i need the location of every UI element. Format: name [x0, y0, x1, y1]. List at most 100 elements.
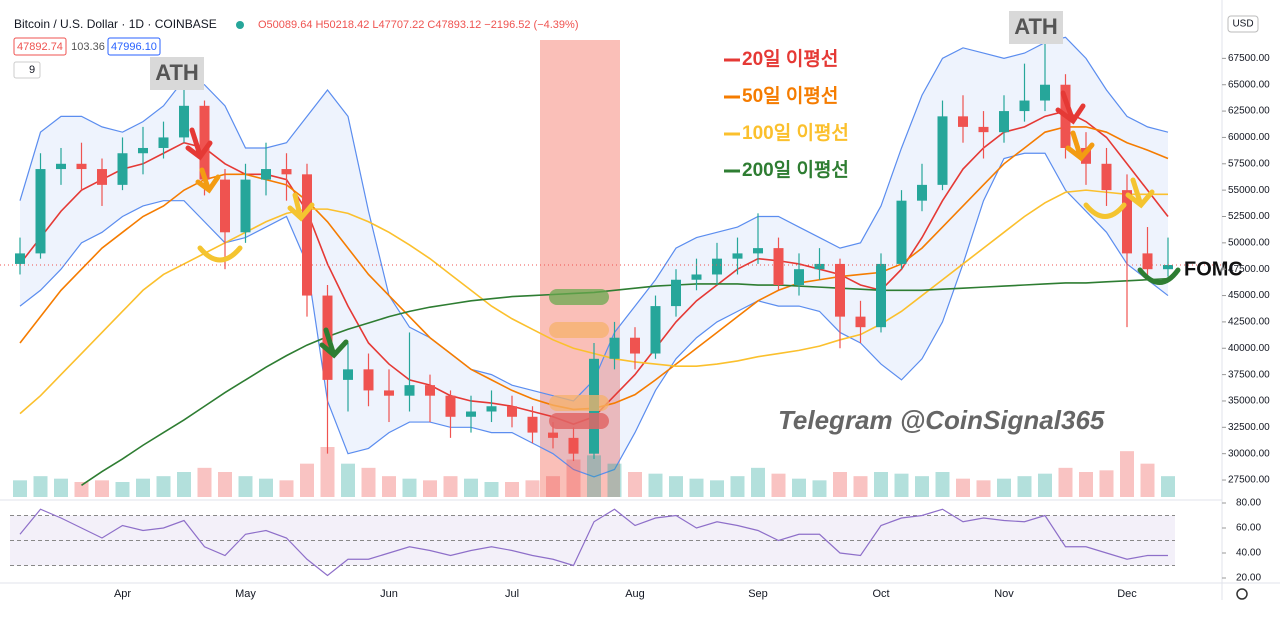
volume-bar: [792, 478, 806, 497]
candle-body: [35, 169, 46, 254]
volume-bar: [1038, 473, 1052, 497]
x-tick-label: May: [235, 588, 256, 600]
ath-label: ATH: [1014, 14, 1058, 39]
candle-body: [876, 263, 886, 328]
volume-bar: [1161, 476, 1175, 497]
rsi-tick-label: 80.00: [1236, 498, 1261, 509]
ma-line: [81, 277, 1169, 486]
candle-body: [261, 169, 271, 180]
candle-body: [1122, 190, 1132, 254]
y-tick-label: 65000.00: [1228, 79, 1270, 90]
candle-body: [917, 184, 927, 201]
candle-body: [220, 179, 230, 233]
x-tick-label: Oct: [872, 588, 889, 600]
volume-bar: [443, 476, 458, 497]
watermark: Telegram @CoinSignal365: [778, 405, 1105, 435]
ohlc: O50089.64 H50218.42 L47707.22 C47893.12 …: [258, 19, 579, 31]
candle-body: [958, 116, 968, 127]
volume-bar: [812, 480, 827, 497]
x-tick-label: Jun: [380, 588, 398, 600]
zone-pill: [549, 322, 609, 338]
smile-arc: [1083, 202, 1127, 219]
candle-body: [937, 116, 948, 185]
legend-label: 20일 이평선: [742, 48, 838, 70]
volume-bar: [300, 463, 314, 497]
candle-body: [363, 369, 374, 391]
ath-box: [150, 57, 204, 90]
interval[interactable]: 9: [29, 64, 35, 76]
arrow: [195, 167, 221, 194]
candle-body: [445, 395, 456, 417]
volume-bar: [648, 473, 663, 497]
bid-box: [13, 37, 67, 56]
legend-label: 50일 이평선: [742, 85, 838, 107]
volume-bar: [382, 476, 396, 497]
volume-bar: [423, 480, 437, 497]
x-tick-label: Sep: [748, 588, 768, 600]
fomc-label: FOMC: [1184, 258, 1243, 280]
ask-box: [107, 37, 161, 56]
volume-bar: [710, 480, 724, 497]
gear-icon[interactable]: [1236, 588, 1248, 600]
volume-bar: [341, 463, 355, 497]
volume-bar: [74, 482, 89, 497]
candle-body: [978, 126, 989, 133]
y-tick-label: 57500.00: [1228, 158, 1270, 169]
interval-box[interactable]: [13, 61, 41, 79]
volume-bar: [976, 480, 991, 497]
volume-bar: [464, 478, 478, 497]
volume-bar: [628, 472, 642, 497]
volume-bar: [669, 476, 683, 497]
candle-body: [281, 169, 292, 175]
candle-body: [896, 200, 907, 264]
ask: 47996.10: [111, 41, 157, 53]
y-tick-label: 62500.00: [1228, 106, 1270, 117]
volume-bar: [361, 467, 376, 497]
candle-body: [1019, 100, 1030, 112]
candle-body: [814, 263, 825, 270]
candle-body: [855, 316, 866, 328]
volume-bar: [730, 476, 745, 497]
volume-bar: [402, 478, 417, 497]
y-tick-label: 40000.00: [1228, 343, 1270, 354]
volume-bar: [320, 447, 335, 497]
y-tick-label: 50000.00: [1228, 237, 1270, 248]
gear[interactable]: [1236, 588, 1248, 600]
volume-bar: [689, 478, 704, 497]
rsi-tick-label: 20.00: [1236, 573, 1261, 584]
arrow: [1065, 130, 1095, 162]
candle-body: [630, 337, 640, 354]
candle-body: [691, 274, 702, 280]
y-tick-label: 37500.00: [1228, 369, 1270, 380]
volume-bar: [33, 476, 48, 497]
candle-body: [712, 258, 722, 275]
candle-body: [302, 174, 312, 296]
y-tick-label: 67500.00: [1228, 53, 1270, 64]
volume-bar: [1099, 470, 1114, 497]
candle-body: [671, 279, 681, 307]
volume-bar: [136, 478, 150, 497]
ath-box: [1009, 11, 1063, 44]
volume-bar: [956, 478, 970, 497]
currency-box[interactable]: [1227, 15, 1259, 33]
legend-label: 200일 이평선: [742, 159, 849, 181]
candle-body: [117, 153, 128, 185]
volume-bar: [115, 482, 130, 497]
volume-bar: [935, 472, 950, 497]
volume-bar: [546, 476, 560, 497]
volume-bar: [197, 467, 212, 497]
candle-body: [425, 385, 435, 396]
volume-bar: [505, 482, 519, 497]
candle-body: [650, 306, 661, 354]
y-tick-label: 27500.00: [1228, 475, 1270, 486]
candle-body: [97, 169, 107, 185]
candle-body: [794, 269, 804, 286]
volume-bar: [238, 476, 253, 497]
currency[interactable]: USD: [1232, 19, 1253, 30]
volume-bar: [484, 482, 499, 497]
smile-arc: [1137, 267, 1181, 285]
volume-bar: [13, 480, 27, 497]
candle-body: [835, 263, 845, 317]
candle-body: [548, 432, 558, 438]
